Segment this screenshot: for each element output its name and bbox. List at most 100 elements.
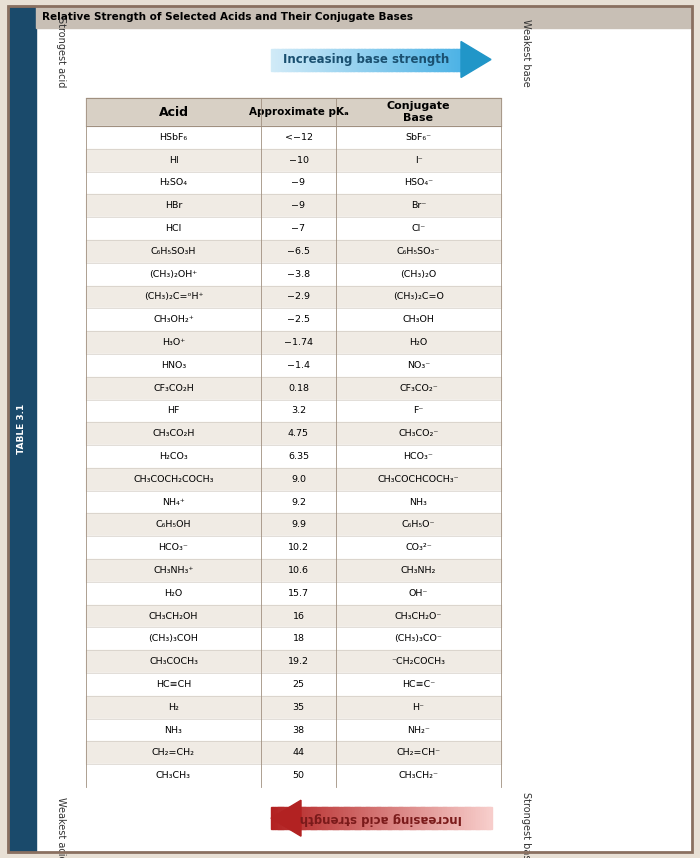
Bar — [448, 49, 450, 70]
Bar — [405, 49, 407, 70]
Bar — [381, 807, 384, 829]
Bar — [369, 49, 371, 70]
Text: (CH₃)₃COH: (CH₃)₃COH — [148, 634, 198, 644]
Bar — [476, 807, 479, 829]
Bar — [438, 807, 440, 829]
Bar — [309, 49, 311, 70]
Bar — [300, 807, 302, 829]
Text: H₂CO₃: H₂CO₃ — [159, 452, 188, 461]
Bar — [313, 807, 316, 829]
Text: (CH₃)₂C=ᵒH⁺: (CH₃)₂C=ᵒH⁺ — [144, 293, 203, 301]
Bar — [345, 49, 347, 70]
Bar — [86, 491, 261, 513]
Bar — [368, 49, 370, 70]
Bar — [363, 49, 365, 70]
Bar — [261, 308, 336, 331]
Bar — [336, 559, 501, 582]
Bar — [36, 6, 692, 28]
Bar — [322, 49, 323, 70]
Text: CH₂=CH₂: CH₂=CH₂ — [152, 748, 195, 758]
Bar — [350, 49, 352, 70]
Text: CH₃OH: CH₃OH — [402, 315, 435, 324]
Bar — [372, 807, 375, 829]
Bar — [412, 49, 414, 70]
Bar — [328, 49, 330, 70]
Bar — [389, 807, 391, 829]
Bar — [412, 807, 414, 829]
Bar — [421, 807, 424, 829]
Bar — [471, 807, 473, 829]
Bar — [360, 49, 362, 70]
Text: SbF₆⁻: SbF₆⁻ — [405, 133, 432, 142]
Bar — [407, 807, 409, 829]
Bar — [456, 49, 459, 70]
Bar — [416, 807, 418, 829]
Bar — [261, 263, 336, 286]
Bar — [449, 807, 452, 829]
Bar — [86, 195, 261, 217]
Bar — [356, 49, 358, 70]
Text: Relative Strength of Selected Acids and Their Conjugate Bases: Relative Strength of Selected Acids and … — [42, 12, 413, 22]
Bar — [380, 49, 382, 70]
Bar — [261, 673, 336, 696]
Text: −9: −9 — [291, 202, 305, 210]
Text: −1.4: −1.4 — [287, 361, 310, 370]
Bar — [318, 49, 321, 70]
Bar — [458, 49, 460, 70]
Bar — [355, 49, 357, 70]
Bar — [261, 354, 336, 377]
Bar — [317, 49, 319, 70]
Bar — [429, 49, 431, 70]
Bar — [261, 240, 336, 263]
Bar — [8, 6, 36, 852]
Bar — [261, 217, 336, 240]
Bar — [330, 807, 332, 829]
Text: HNO₃: HNO₃ — [161, 361, 186, 370]
Bar — [425, 807, 427, 829]
Bar — [459, 49, 461, 70]
Bar — [421, 49, 424, 70]
Bar — [443, 807, 446, 829]
Bar — [348, 807, 350, 829]
Bar — [336, 240, 501, 263]
Bar — [322, 807, 325, 829]
Text: CH₃CH₂O⁻: CH₃CH₂O⁻ — [395, 612, 442, 620]
Bar — [261, 445, 336, 468]
Text: NH₃: NH₃ — [164, 726, 183, 734]
Bar — [261, 559, 336, 582]
Bar — [296, 49, 298, 70]
Bar — [297, 807, 299, 829]
Text: CH₃CH₂⁻: CH₃CH₂⁻ — [398, 771, 438, 780]
Text: 4.75: 4.75 — [288, 429, 309, 438]
Text: 15.7: 15.7 — [288, 589, 309, 598]
Text: C₆H₅SO₃H: C₆H₅SO₃H — [150, 247, 196, 256]
Bar — [386, 49, 389, 70]
Bar — [372, 49, 375, 70]
Bar — [451, 807, 453, 829]
Bar — [336, 673, 501, 696]
Bar — [379, 807, 382, 829]
Text: <−12: <−12 — [284, 133, 312, 142]
Bar — [431, 49, 433, 70]
Bar — [332, 807, 334, 829]
Bar — [86, 536, 261, 559]
Bar — [311, 49, 313, 70]
Text: −2.5: −2.5 — [287, 315, 310, 324]
Text: TABLE 3.1: TABLE 3.1 — [18, 404, 27, 454]
Bar — [377, 807, 379, 829]
Bar — [385, 807, 387, 829]
Bar — [434, 807, 437, 829]
Bar — [389, 49, 391, 70]
Bar — [277, 49, 279, 70]
Bar — [314, 49, 316, 70]
Bar — [390, 49, 392, 70]
Bar — [456, 807, 459, 829]
Bar — [336, 605, 501, 627]
Bar — [336, 513, 501, 536]
Bar — [261, 582, 336, 605]
Text: −6.5: −6.5 — [287, 247, 310, 256]
Text: −9: −9 — [291, 178, 305, 188]
Bar — [360, 807, 363, 829]
Bar — [336, 98, 501, 126]
Bar — [366, 807, 369, 829]
